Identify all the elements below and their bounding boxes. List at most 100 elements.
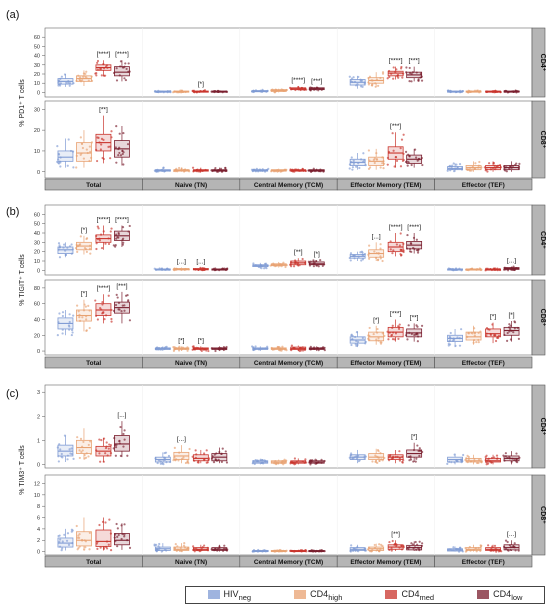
data-point: [81, 316, 84, 319]
data-point: [298, 349, 301, 353]
data-point: [110, 130, 113, 133]
data-point: [379, 342, 383, 345]
y-tick-label: 0: [37, 268, 40, 274]
box-CD4high: [464, 544, 483, 553]
data-point: [350, 334, 353, 337]
data-point: [77, 534, 80, 537]
y-tick-label: 1: [37, 438, 40, 444]
data-point: [390, 549, 393, 552]
box-HIVneg: [447, 267, 463, 272]
box-HIVneg: [153, 267, 171, 271]
data-point: [63, 533, 66, 536]
data-point: [392, 66, 395, 69]
box-HIVneg: [447, 546, 464, 553]
data-point: [351, 166, 355, 169]
data-point: [58, 534, 61, 537]
plot-frame: [44, 474, 533, 556]
data-point: [79, 76, 82, 79]
box-CD4med: [289, 257, 307, 268]
significance-label: [...]: [196, 259, 205, 266]
data-point: [453, 170, 456, 173]
category-header: Effector (TEF): [434, 555, 533, 568]
box-CD4low: [502, 451, 521, 465]
data-point: [89, 150, 92, 153]
box-CD4high: [367, 242, 385, 263]
data-point: [122, 131, 125, 135]
data-point: [104, 446, 108, 450]
category-header: Effector Memory (TEM): [336, 356, 435, 369]
data-point: [508, 323, 511, 326]
data-point: [458, 162, 462, 166]
category-label: Total: [86, 360, 101, 367]
data-point: [414, 148, 417, 151]
data-point: [515, 162, 518, 165]
data-point: [97, 227, 100, 230]
data-point: [108, 443, 111, 446]
y-tick-label: 40: [34, 54, 40, 60]
data-point: [71, 529, 74, 532]
y-tick-label: 30: [34, 107, 40, 113]
box-CD4high: [75, 517, 92, 551]
category-header: Naive (TN): [142, 356, 241, 369]
box-HIVneg: [251, 345, 269, 352]
data-point: [477, 341, 480, 344]
data-point: [167, 454, 171, 458]
data-point: [221, 447, 224, 450]
data-point: [213, 453, 216, 456]
data-point: [361, 258, 365, 261]
box-CD4low: [210, 544, 229, 552]
significance-label: [****]: [97, 285, 111, 292]
box-CD4low: [210, 166, 228, 173]
box-CD4low: [503, 89, 520, 94]
data-point: [82, 157, 85, 160]
data-point: [290, 344, 294, 347]
data-point: [98, 438, 101, 441]
box-CD4med: [386, 65, 405, 80]
data-point: [115, 293, 118, 296]
row-strip-label: CD8⁺: [539, 506, 546, 524]
data-point: [349, 550, 352, 553]
category-header: Total: [44, 178, 143, 191]
data-point: [367, 83, 370, 86]
data-point: [408, 66, 411, 70]
data-point: [360, 250, 363, 253]
data-point: [350, 343, 353, 347]
box-body: [114, 435, 130, 452]
y-tick-label: 10: [34, 493, 40, 499]
box-CD4high: [368, 448, 386, 465]
box-CD4high: [74, 235, 92, 255]
data-point: [293, 457, 297, 460]
box-CD4low: [307, 548, 326, 553]
data-point: [87, 443, 90, 447]
data-point: [124, 62, 127, 65]
data-point: [225, 461, 229, 464]
data-point: [109, 157, 112, 160]
data-point: [301, 349, 305, 352]
box-CD4med: [289, 167, 307, 173]
data-point: [165, 345, 168, 348]
data-point: [110, 320, 113, 323]
data-point: [371, 460, 374, 463]
data-point: [408, 250, 412, 253]
data-point: [356, 340, 360, 343]
data-point: [493, 334, 496, 337]
data-point: [81, 146, 85, 150]
y-tick-label: 60: [34, 212, 40, 218]
data-point: [65, 539, 69, 542]
panel-0: (a) % PD1⁺ T cells CD4⁺ 0 10 20 30 40 50 60 [****]…: [6, 9, 546, 191]
box-body: [57, 537, 74, 548]
significance-label: [...]: [117, 412, 126, 419]
data-point: [100, 74, 103, 77]
significance-label: [...]: [177, 436, 186, 443]
data-point: [127, 299, 130, 302]
data-point: [115, 522, 118, 526]
data-point: [376, 461, 379, 465]
data-point: [66, 532, 70, 535]
box-CD4high: [270, 548, 288, 553]
box-body: [57, 444, 74, 457]
significance-label: [*]: [508, 312, 514, 319]
box-HIVneg: [153, 166, 171, 173]
data-point: [397, 337, 400, 340]
data-point: [68, 84, 71, 87]
data-point: [398, 459, 402, 462]
